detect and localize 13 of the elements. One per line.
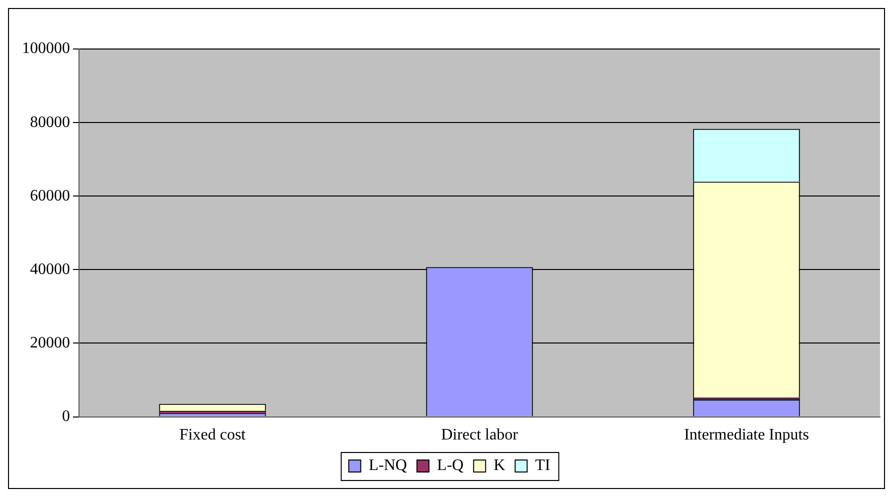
y-tick-label: 100000 xyxy=(22,40,70,58)
legend-label: TI xyxy=(535,457,550,474)
legend-label: L-NQ xyxy=(368,457,408,474)
legend-label: L-Q xyxy=(436,457,464,474)
y-tick-label: 20000 xyxy=(30,334,70,352)
legend-label: K xyxy=(494,457,506,474)
x-tick-label: Fixed cost xyxy=(179,426,246,444)
y-tick-label: 0 xyxy=(62,408,70,426)
y-tick-label: 60000 xyxy=(30,187,70,204)
y-tick-label: 40000 xyxy=(30,260,70,278)
y-tick-label: 80000 xyxy=(30,114,70,131)
x-tick-label: Direct labor xyxy=(441,426,519,444)
x-tick-label: Intermediate Inputs xyxy=(684,426,809,444)
